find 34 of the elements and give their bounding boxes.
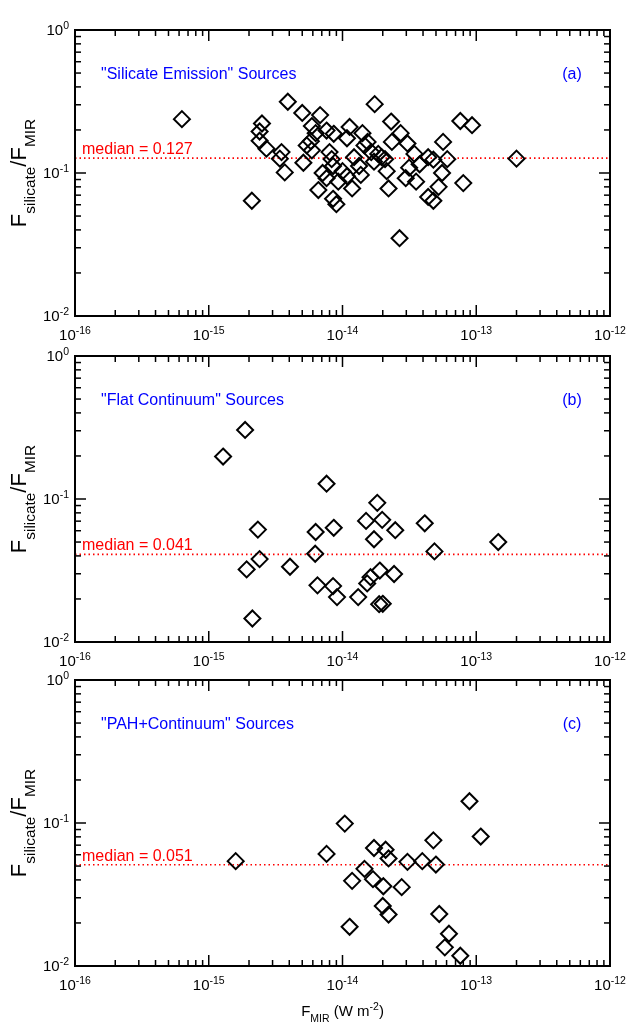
- x-tick-label: 10$^{-13}$: [460, 974, 493, 993]
- ref-line-label: median = 0.051: [82, 846, 193, 864]
- annotation: "Silicate Emission" Sources: [101, 65, 297, 82]
- x-tick-label: 10$^{-14}$: [326, 650, 359, 669]
- y-tick-label: 10$^{0}$: [46, 345, 70, 364]
- x-axis-title: F$_{MIR}$ (W m$^{-2}$): [301, 1000, 384, 1024]
- y-tick-label: 10$^{-1}$: [42, 812, 70, 831]
- annotation: (c): [562, 715, 582, 732]
- annotation: (b): [562, 391, 582, 408]
- y-tick-label: 10$^{0}$: [46, 19, 70, 38]
- ref-line-label: median = 0.127: [82, 140, 193, 158]
- ref-line-label: median = 0.041: [82, 536, 193, 554]
- x-tick-label: 10$^{-13}$: [460, 324, 493, 343]
- x-tick-label: 10$^{-15}$: [192, 974, 225, 993]
- y-tick-label: 10$^{0}$: [46, 669, 70, 688]
- annotation: "Flat Continuum" Sources: [101, 391, 284, 408]
- x-tick-label: 10$^{-12}$: [594, 324, 627, 343]
- x-tick-label: 10$^{-15}$: [192, 324, 225, 343]
- x-tick-label: 10$^{-13}$: [460, 650, 493, 669]
- y-tick-label: 10$^{-2}$: [42, 305, 70, 324]
- x-tick-label: 10$^{-16}$: [59, 974, 92, 993]
- y-tick-label: 10$^{-1}$: [42, 488, 70, 507]
- x-tick-label: 10$^{-16}$: [59, 324, 92, 343]
- y-tick-label: 10$^{-1}$: [42, 162, 70, 181]
- x-tick-label: 10$^{-12}$: [594, 650, 627, 669]
- x-tick-label: 10$^{-12}$: [594, 974, 627, 993]
- y-tick-label: 10$^{-2}$: [42, 631, 70, 650]
- x-tick-label: 10$^{-14}$: [326, 324, 359, 343]
- annotation: "PAH+Continuum" Sources: [101, 715, 294, 732]
- y-tick-label: 10$^{-2}$: [42, 955, 70, 974]
- x-tick-label: 10$^{-14}$: [326, 974, 359, 993]
- annotation: (a): [562, 65, 582, 82]
- x-tick-label: 10$^{-16}$: [59, 650, 92, 669]
- x-tick-label: 10$^{-15}$: [192, 650, 225, 669]
